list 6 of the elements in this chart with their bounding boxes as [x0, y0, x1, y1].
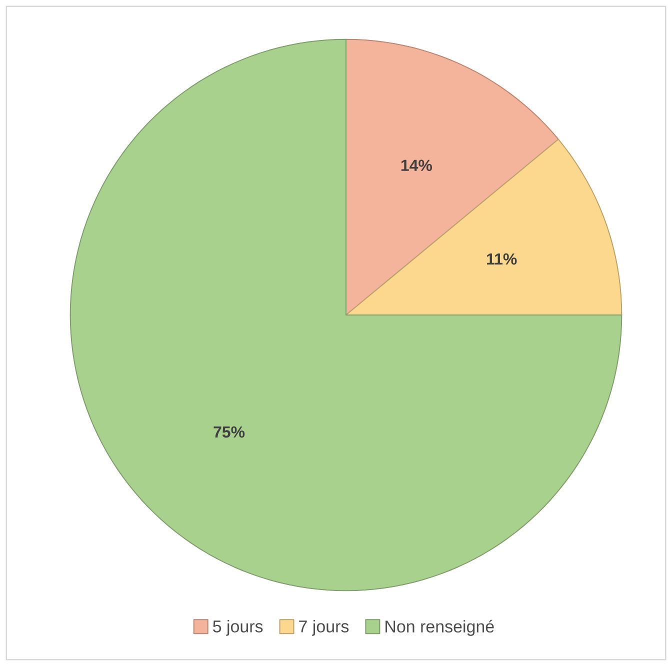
- data-label: 75%: [214, 426, 245, 438]
- data-label: 11%: [487, 253, 517, 265]
- legend-label: Non renseigné: [386, 620, 494, 636]
- data-label: 14%: [401, 160, 432, 171]
- legend-label: 7 jours: [299, 620, 349, 636]
- legend-label: 5 jours: [213, 620, 263, 636]
